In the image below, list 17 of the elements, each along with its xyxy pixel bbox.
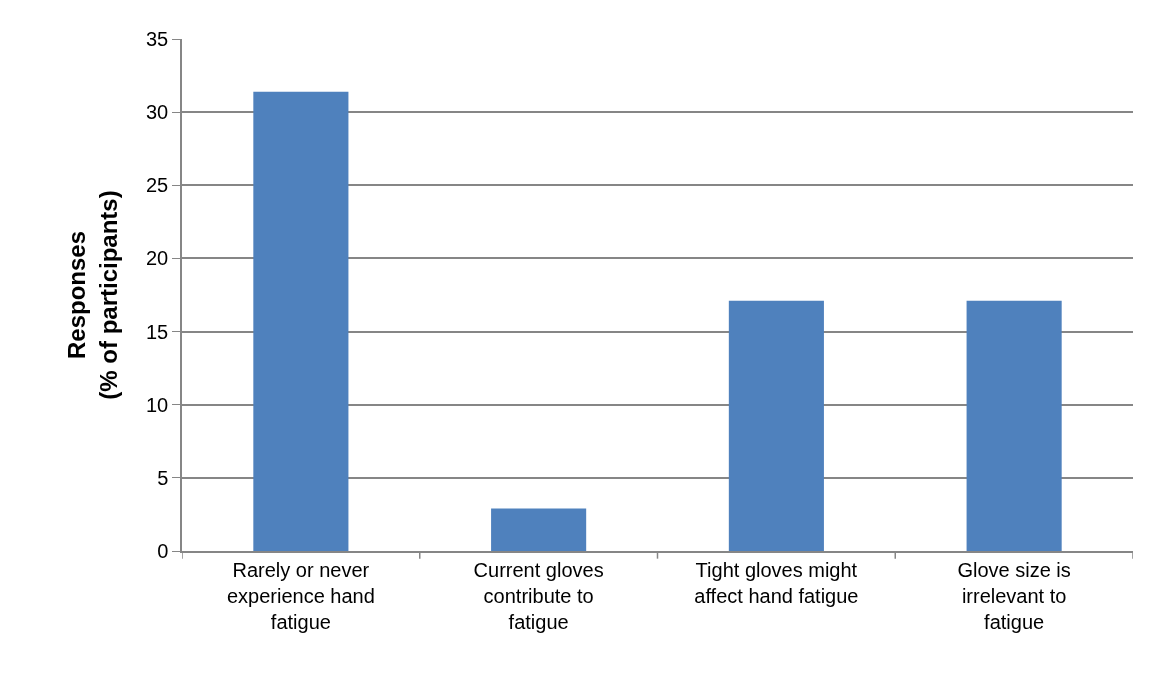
y-tick-label: 30 (146, 101, 169, 124)
y-tick-label: 35 (146, 28, 169, 50)
bar (728, 300, 824, 551)
bar (966, 300, 1062, 551)
y-axis-title: Responses (% of participants) (63, 190, 122, 400)
y-tick-label: 25 (146, 174, 169, 197)
y-tick-label: 0 (157, 540, 169, 562)
bar (491, 508, 587, 551)
y-tick-label: 20 (146, 247, 169, 270)
bar (253, 91, 349, 551)
x-tick-label: Glove size is irrelevant to fatigue (957, 558, 1071, 633)
x-tick-label: Current gloves contribute to fatigue (473, 558, 604, 633)
y-tick-label: 5 (157, 466, 169, 489)
y-tick-label: 15 (146, 320, 169, 343)
x-tick-label: Rarely or never experience hand fatigue (226, 558, 375, 633)
x-tick-label: Tight gloves might affect hand fatigue (694, 558, 859, 607)
y-tick-label: 10 (146, 393, 169, 416)
